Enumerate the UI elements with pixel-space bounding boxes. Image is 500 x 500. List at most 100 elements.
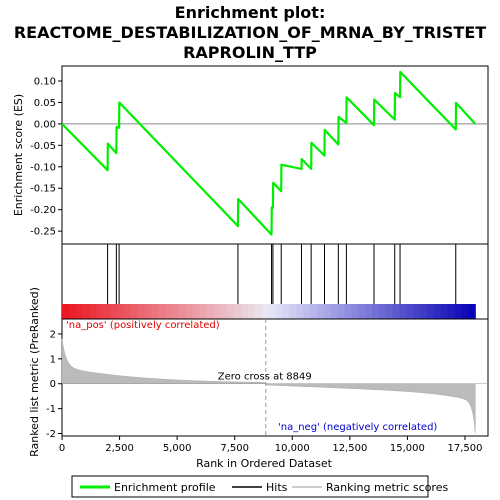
heat-bar-segment <box>130 304 139 319</box>
heat-bar-segment <box>220 304 228 319</box>
heat-bar-segment <box>82 304 91 319</box>
heat-bar-segment <box>385 304 394 319</box>
heat-bar-segment <box>124 304 132 319</box>
es-ytick-label: -0.05 <box>30 141 56 152</box>
heat-bar-segment <box>192 304 201 319</box>
es-panel: 0.10 0.05 0.00 -0.05 -0.10 -0.15 -0.20 -0.25 <box>30 65 489 245</box>
heat-bar-segment <box>213 304 221 319</box>
heat-bar-segment <box>289 304 297 319</box>
heat-bar-segment <box>310 304 318 319</box>
xtick-label: 7,500 <box>220 443 249 454</box>
neg-correlated-label: 'na_neg' (negatively correlated) <box>278 422 437 433</box>
heat-bar-segment <box>351 304 359 319</box>
heat-bar-segment <box>172 304 180 319</box>
es-ytick-label: 0.00 <box>34 119 56 130</box>
xtick-label: 10,000 <box>275 443 310 454</box>
chart-title-line3: RAPROLIN_TTP <box>183 43 317 62</box>
heat-bar-segment <box>316 304 325 319</box>
heat-bar-segment <box>158 304 166 319</box>
heat-bar-segment <box>268 304 277 319</box>
heat-bar-segment <box>234 304 242 319</box>
heat-bar-segment <box>427 304 435 319</box>
legend-hits-label: Hits <box>266 481 288 494</box>
heat-bar-segment <box>447 304 456 319</box>
es-y-ticks: 0.10 0.05 0.00 -0.05 -0.10 -0.15 -0.20 -0.25 <box>30 77 62 238</box>
heat-bar-segment <box>406 304 414 319</box>
heat-bar-segment <box>323 304 332 319</box>
heat-bar-segment <box>241 304 249 319</box>
heat-bar-segment <box>165 304 173 319</box>
pos-correlated-label: 'na_pos' (positively correlated) <box>66 320 220 331</box>
heat-bar-segment <box>392 304 401 319</box>
es-panel-frame <box>61 65 489 245</box>
heat-bar-segment <box>137 304 146 319</box>
xtick-label: 2,500 <box>105 443 134 454</box>
ranking-heat-bar <box>62 304 476 319</box>
heat-bar-segment <box>282 304 290 319</box>
heat-bar-segment <box>303 304 311 319</box>
heat-bar-segment <box>296 304 304 319</box>
es-ytick-label: -0.25 <box>30 227 56 238</box>
heat-bar-segment <box>378 304 387 319</box>
heat-bar-segment <box>434 304 442 319</box>
heat-bar-segment <box>68 304 77 319</box>
xtick-label: 0 <box>59 443 65 454</box>
heat-bar-segment <box>275 304 283 319</box>
heat-bar-segment <box>468 304 476 319</box>
heat-bar-segment <box>89 304 97 319</box>
chart-title-line2: REACTOME_DESTABILIZATION_OF_MRNA_BY_TRIS… <box>14 23 486 42</box>
heat-bar-segment <box>330 304 339 319</box>
heat-bar-segment <box>117 304 125 319</box>
heat-bar-segment <box>110 304 118 319</box>
heat-bar-segment <box>144 304 153 319</box>
legend-enrichment-label: Enrichment profile <box>114 481 216 494</box>
es-ytick-label: 0.05 <box>34 98 56 109</box>
heat-bar-segment <box>399 304 407 319</box>
es-ytick-label: -0.20 <box>30 205 56 216</box>
heat-bar-segment <box>454 304 463 319</box>
rank-ytick-label: 2 <box>50 329 56 340</box>
x-axis-ticks: 0 2,500 5,000 7,500 10,000 12,500 15,000 17,500 <box>59 436 482 454</box>
heat-bar-segment <box>254 304 263 319</box>
heat-bar-segment <box>344 304 352 319</box>
rank-ytick-label: 0 <box>50 379 56 390</box>
zero-cross-label: Zero cross at 8849 <box>218 372 312 383</box>
heat-bar-segment <box>96 304 104 319</box>
xtick-label: 15,000 <box>390 443 425 454</box>
xtick-label: 5,000 <box>163 443 192 454</box>
heat-bar-segment <box>151 304 159 319</box>
es-ytick-label: -0.15 <box>30 184 56 195</box>
heat-bar-segment <box>75 304 84 319</box>
hits-panel <box>61 243 489 320</box>
rank-ytick-label: 1 <box>50 354 56 365</box>
rank-ylabel: Ranked list metric (PreRanked) <box>28 287 41 457</box>
heat-bar-segment <box>261 304 270 319</box>
heat-bar-segment <box>186 304 194 319</box>
es-ytick-label: -0.10 <box>30 162 56 173</box>
es-ylabel: Enrichment score (ES) <box>12 94 25 216</box>
heat-bar-segment <box>103 304 111 319</box>
rank-ytick-label: -1 <box>46 404 56 415</box>
heat-bar-segment <box>358 304 366 319</box>
heat-bar-segment <box>62 304 70 319</box>
rank-ytick-label: -2 <box>46 429 56 440</box>
heat-bar-segment <box>372 304 380 319</box>
heat-bar-segment <box>365 304 373 319</box>
es-ytick-label: 0.10 <box>34 77 56 88</box>
legend: Enrichment profile Hits Ranking metric s… <box>71 475 448 498</box>
x-axis-label: Rank in Ordered Dataset <box>196 457 333 470</box>
hits-lines <box>107 244 457 304</box>
rank-panel: 2 1 0 -1 -2 Zero cross at 8849 'na_pos' (pos… <box>46 318 489 440</box>
heat-bar-segment <box>420 304 428 319</box>
ranking-metric-scores <box>61 338 488 434</box>
legend-ranking-label: Ranking metric scores <box>326 481 448 494</box>
heat-bar-segment <box>179 304 187 319</box>
rank-y-ticks: 2 1 0 -1 -2 <box>46 329 62 440</box>
heat-bar-segment <box>206 304 215 319</box>
heat-bar-segment <box>337 304 345 319</box>
enrichment-profile-path <box>61 70 477 236</box>
heat-bar-segment <box>227 304 235 319</box>
chart-title-line1: Enrichment plot: <box>175 3 326 22</box>
heat-bar-segment <box>461 304 469 319</box>
